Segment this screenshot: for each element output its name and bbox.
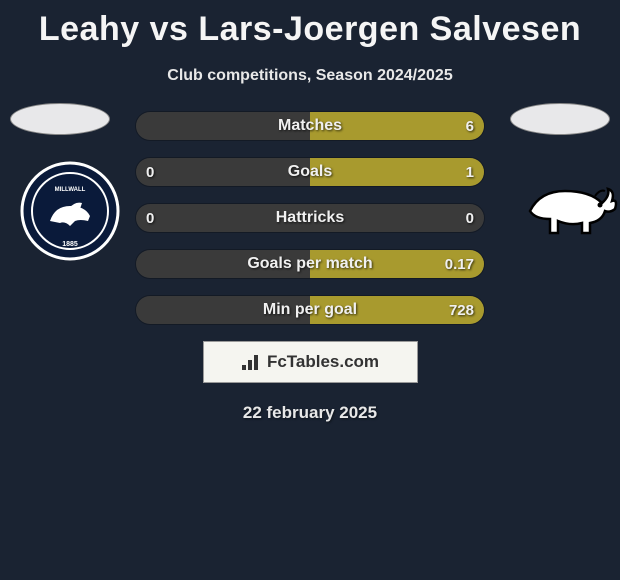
stat-right-value: 1 [466,158,474,186]
stat-right-value: 0.17 [445,250,474,278]
date-label: 22 february 2025 [0,403,620,423]
stat-row-hattricks: 0 Hattricks 0 [135,203,485,233]
right-player-placeholder [510,103,610,135]
svg-text:MILLWALL: MILLWALL [55,187,86,193]
stat-bars: Matches 6 0 Goals 1 0 Hattricks 0 Goals … [135,111,485,325]
stat-row-goals: 0 Goals 1 [135,157,485,187]
stat-label: Goals per match [136,250,484,278]
derby-ram-icon [520,161,620,261]
left-club-badge: MILLWALL 1885 [20,161,120,261]
left-player-placeholder [10,103,110,135]
page-title: Leahy vs Lars-Joergen Salvesen [0,0,620,49]
stat-label: Goals [136,158,484,186]
stat-row-gpm: Goals per match 0.17 [135,249,485,279]
right-club-badge [520,161,620,261]
stat-label: Hattricks [136,204,484,232]
millwall-badge-icon: MILLWALL 1885 [20,161,120,261]
stat-right-value: 0 [466,204,474,232]
stat-right-value: 6 [466,112,474,140]
subtitle: Club competitions, Season 2024/2025 [0,67,620,85]
bars-icon [241,353,261,371]
stat-label: Min per goal [136,296,484,324]
stat-right-value: 728 [449,296,474,324]
stat-row-matches: Matches 6 [135,111,485,141]
svg-text:1885: 1885 [62,241,78,248]
attribution-badge: FcTables.com [203,341,418,383]
stat-label: Matches [136,112,484,140]
stat-row-mpg: Min per goal 728 [135,295,485,325]
stats-area: MILLWALL 1885 Matches 6 0 Goals 1 [0,111,620,423]
attribution-text: FcTables.com [267,352,379,372]
